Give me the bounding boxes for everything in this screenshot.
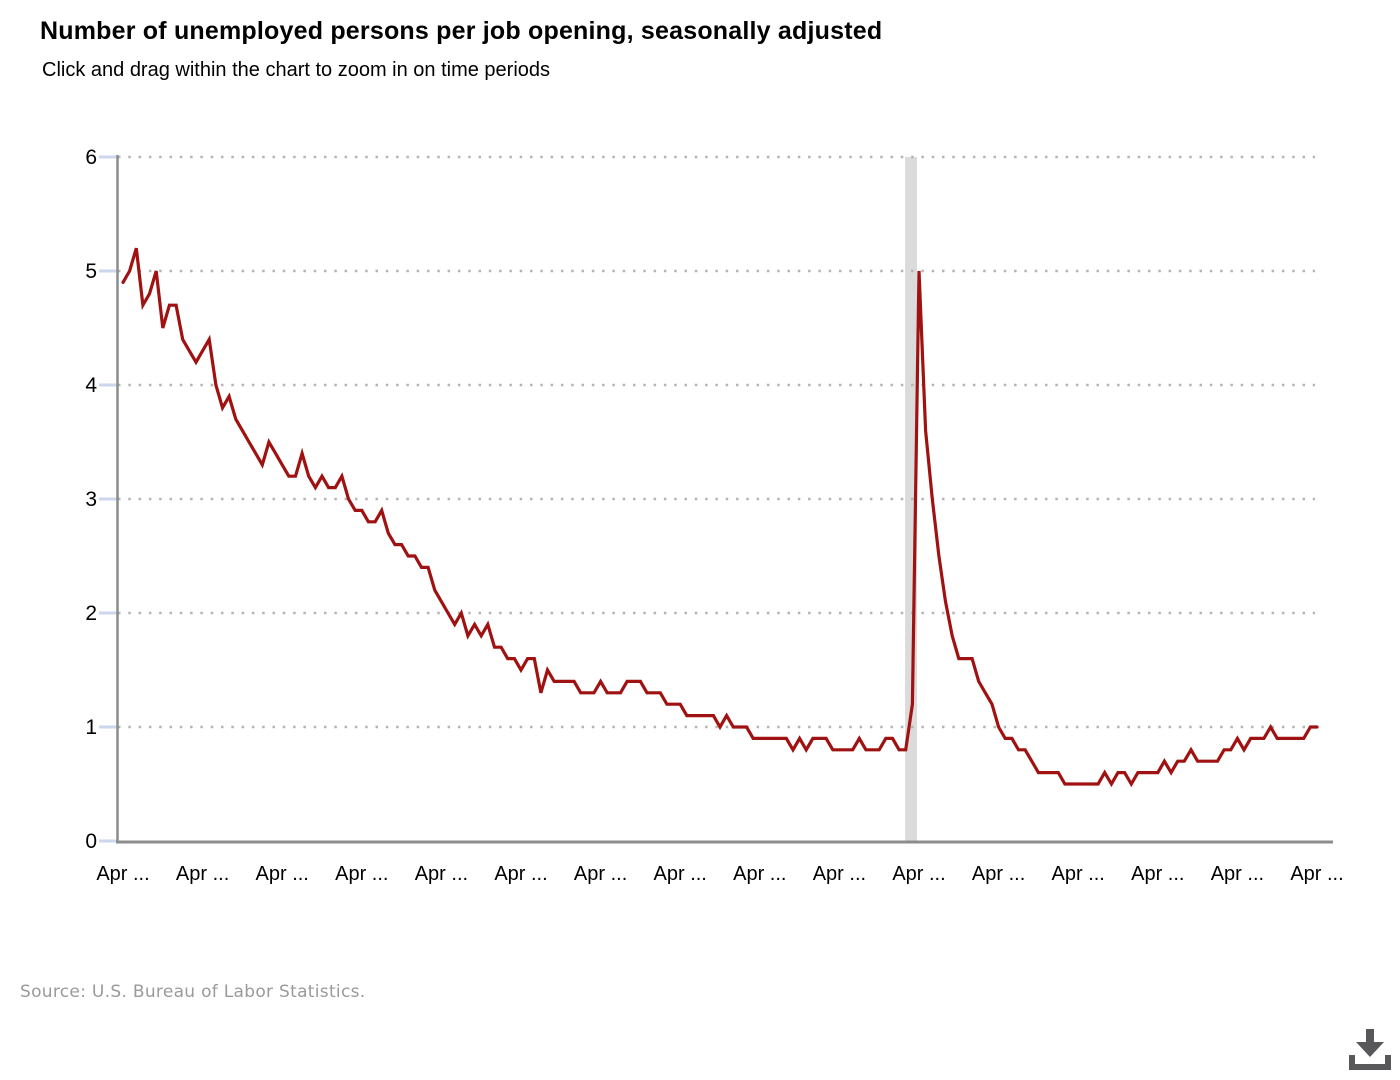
- x-axis-label: Apr ...: [574, 863, 627, 885]
- y-axis-label: 3: [85, 488, 97, 511]
- download-icon-shape: [1349, 1055, 1391, 1070]
- chart-line: [121, 247, 1319, 788]
- plot-area[interactable]: [118, 157, 1315, 841]
- x-axis-label: Apr ...: [96, 863, 149, 885]
- y-axis-label: 2: [85, 602, 97, 625]
- x-axis-label: Apr ...: [494, 863, 547, 885]
- download-button[interactable]: [1340, 1024, 1400, 1078]
- source-note: Source: U.S. Bureau of Labor Statistics.: [20, 982, 366, 1002]
- x-axis-label: Apr ...: [1290, 863, 1343, 885]
- x-axis-label: Apr ...: [892, 863, 945, 885]
- download-icon: [1349, 1029, 1391, 1070]
- y-axis-label: 1: [85, 716, 97, 739]
- x-axis-label: Apr ...: [1131, 863, 1184, 885]
- x-axis-label: Apr ...: [972, 863, 1025, 885]
- x-axis-label: Apr ...: [335, 863, 388, 885]
- download-icon-shape: [1366, 1029, 1374, 1042]
- x-axis-label: Apr ...: [1211, 863, 1264, 885]
- chart-area[interactable]: 0 1 2 3 4 5 6 Apr ... Apr ... Apr ... Apr ... Apr .…: [0, 0, 1400, 910]
- x-axis-label: Apr ...: [654, 863, 707, 885]
- y-axis-label: 5: [85, 260, 97, 283]
- x-axis-label: Apr ...: [733, 863, 786, 885]
- chart-subtitle: Click and drag within the chart to zoom …: [42, 59, 551, 81]
- chart-title: Number of unemployed persons per job ope…: [40, 17, 883, 45]
- y-axis-label: 0: [85, 830, 97, 853]
- download-icon-shape: [1356, 1042, 1384, 1057]
- x-axis-label: Apr ...: [415, 863, 468, 885]
- x-axis-label: Apr ...: [176, 863, 229, 885]
- x-axis-label: Apr ...: [1052, 863, 1105, 885]
- y-axis-label: 4: [85, 374, 97, 397]
- y-axis-label: 6: [85, 146, 97, 169]
- x-axis-label: Apr ...: [256, 863, 309, 885]
- recession-band: [905, 157, 918, 841]
- chart-svg: 0 1 2 3 4 5 6 Apr ... Apr ... Apr ... Apr ... Apr .…: [85, 146, 1343, 885]
- x-axis-label: Apr ...: [813, 863, 866, 885]
